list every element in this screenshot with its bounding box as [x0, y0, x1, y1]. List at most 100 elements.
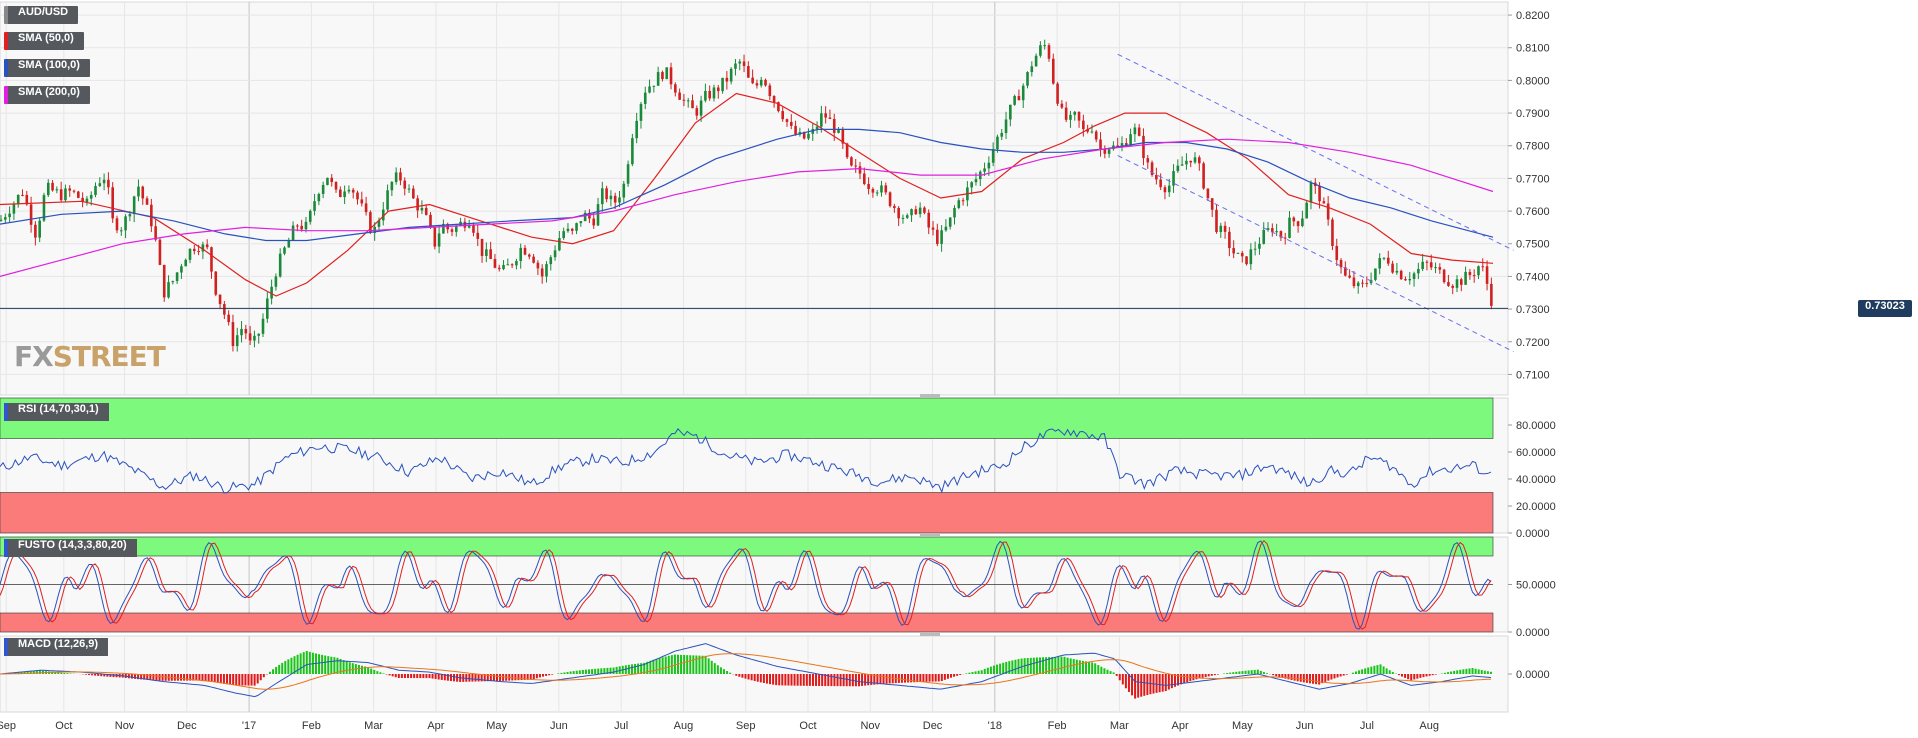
candle-body: [1026, 72, 1029, 86]
macd-histogram-bar: [778, 674, 780, 685]
candle-body: [412, 189, 415, 199]
pane-resize-handle[interactable]: [920, 533, 940, 537]
candle-body: [193, 249, 196, 251]
candle-body: [1490, 284, 1493, 306]
macd-histogram-bar: [545, 674, 547, 676]
macd-histogram-bar: [373, 670, 375, 674]
candle-body: [919, 208, 922, 214]
candle-body: [957, 200, 960, 208]
pane-resize-handle[interactable]: [920, 394, 940, 398]
macd-histogram-bar: [205, 674, 207, 681]
candle-body: [975, 179, 978, 182]
candle-body: [489, 249, 492, 259]
macd-histogram-bar: [809, 674, 811, 686]
candle-body: [180, 266, 183, 272]
macd-label[interactable]: MACD (12,26,9): [4, 638, 108, 656]
rsi-label[interactable]: RSI (14,70,30,1): [4, 403, 109, 421]
candle-body: [120, 230, 123, 231]
macd-histogram-bar: [499, 674, 501, 681]
macd-histogram-bar: [223, 674, 225, 684]
candle-body: [1232, 248, 1235, 253]
candle-body: [0, 220, 2, 221]
macd-histogram-bar: [855, 674, 857, 686]
rsi-y-tick-label: 60.0000: [1516, 447, 1556, 459]
macd-histogram-bar: [1162, 674, 1164, 692]
candle-body: [949, 217, 952, 226]
macd-histogram-bar: [478, 674, 480, 681]
macd-histogram-bar: [1364, 668, 1366, 674]
candle-body: [1194, 157, 1197, 162]
candle-body: [515, 261, 518, 265]
candle-body: [1134, 127, 1137, 134]
candle-body: [1250, 249, 1253, 264]
candle-body: [670, 67, 673, 84]
x-tick-label: Nov: [860, 720, 880, 732]
fusto-label[interactable]: FUSTO (14,3,3,80,20): [4, 539, 137, 557]
sma-200-label[interactable]: SMA (200,0): [4, 86, 90, 104]
macd-histogram-bar: [254, 674, 256, 686]
macd-histogram-bar: [1401, 674, 1403, 677]
candle-body: [592, 219, 595, 226]
y-tick-label: 0.8100: [1516, 43, 1550, 55]
candle-body: [103, 180, 106, 183]
macd-histogram-bar: [1337, 674, 1339, 677]
macd-histogram-bar: [1100, 667, 1102, 674]
macd-histogram-bar: [953, 674, 955, 677]
candle-body: [1129, 134, 1132, 146]
candle-body: [1335, 246, 1338, 260]
macd-histogram-bar: [1094, 663, 1096, 674]
x-tick-label: Jun: [550, 720, 568, 732]
sma-100-label[interactable]: SMA (100,0): [4, 59, 90, 77]
last-price-badge: 0.73023: [1858, 300, 1912, 317]
macd-histogram-bar: [628, 665, 630, 674]
macd-histogram-bar: [837, 674, 839, 686]
instrument-label[interactable]: AUD/USD: [4, 6, 78, 24]
macd-histogram-bar: [1088, 662, 1090, 674]
candle-body: [1189, 161, 1192, 163]
candle-body: [696, 108, 699, 115]
rsi-y-tick-label: 40.0000: [1516, 474, 1556, 486]
candle-body: [1000, 133, 1003, 137]
candle-body: [1258, 244, 1261, 249]
macd-histogram-bar: [996, 665, 998, 674]
candle-body: [558, 238, 561, 250]
macd-histogram-bar: [787, 674, 789, 686]
macd-histogram-bar: [425, 674, 427, 678]
macd-histogram-bar: [1036, 658, 1038, 674]
macd-histogram-bar: [1309, 674, 1311, 683]
macd-histogram-bar: [708, 658, 710, 674]
candle-body: [1323, 201, 1326, 203]
sma-50-label[interactable]: SMA (50,0): [4, 32, 84, 50]
macd-histogram-bar: [57, 672, 59, 674]
macd-histogram-bar: [993, 666, 995, 674]
y-tick-label: 0.7700: [1516, 173, 1550, 185]
candle-body: [575, 223, 578, 231]
candle-body: [614, 196, 617, 203]
candle-body: [790, 122, 793, 126]
candle-body: [906, 215, 909, 218]
macd-histogram-bar: [1125, 674, 1127, 688]
candle-body: [253, 336, 256, 341]
macd-histogram-bar: [1051, 657, 1053, 674]
candle-body: [163, 265, 166, 298]
candle-body: [365, 203, 368, 212]
macd-histogram-bar: [959, 674, 961, 675]
macd-histogram-bar: [241, 674, 243, 685]
macd-histogram-bar: [517, 674, 519, 680]
candle-body: [1202, 163, 1205, 188]
x-tick-label: Dec: [177, 720, 197, 732]
candle-body: [245, 329, 248, 333]
macd-histogram-bar: [929, 674, 931, 682]
macd-histogram-bar: [404, 674, 406, 678]
pane-resize-handle[interactable]: [920, 632, 940, 636]
macd-histogram-bar: [1468, 668, 1470, 674]
candle-body: [99, 183, 102, 186]
macd-histogram-bar: [1422, 674, 1424, 677]
candle-body: [751, 78, 754, 84]
macd-histogram-bar: [321, 655, 323, 674]
candle-body: [292, 226, 295, 241]
macd-histogram-bar: [1386, 668, 1388, 674]
x-tick-label: '17: [242, 720, 256, 732]
macd-histogram-bar: [741, 674, 743, 678]
